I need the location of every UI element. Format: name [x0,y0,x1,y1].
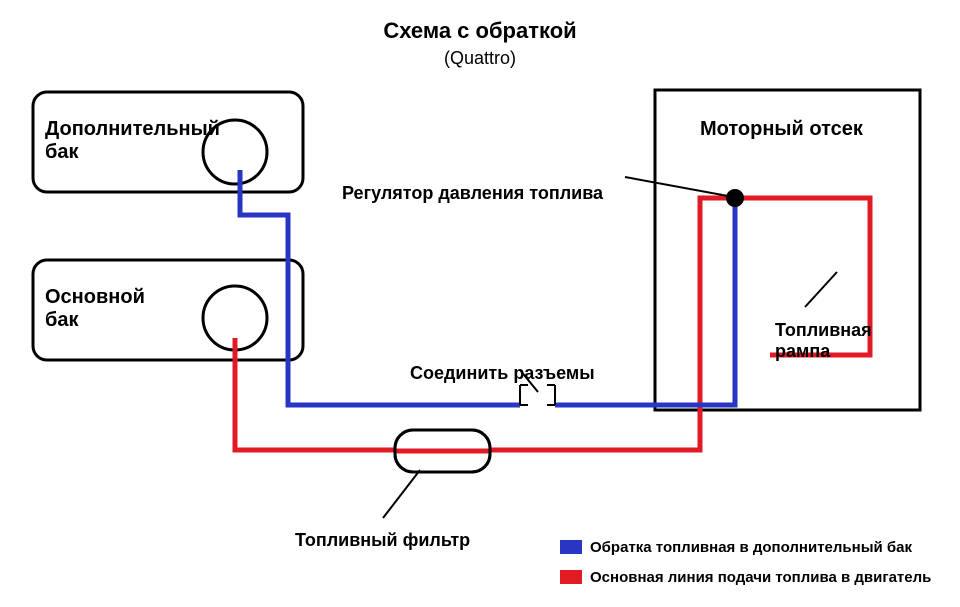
main-tank-label: Основной бак [45,286,145,332]
diagram-subtitle: (Quattro) [0,48,960,69]
legend-swatch-return [560,540,582,554]
engine-bay-label: Моторный отсек [700,118,863,141]
legend-supply-label: Основная линия подачи топлива в двигател… [590,569,931,586]
legend-return-label: Обратка топливная в дополнительный бак [590,539,912,556]
connector-callout-label: Соединить разъемы [410,363,595,384]
fuel-filter-callout-label: Топливный фильтр [295,530,470,551]
regulator-callout-label: Регулятор давления топлива [342,183,603,204]
legend-swatch-supply [560,570,582,584]
diagram-title: Схема с обраткой [0,18,960,44]
fuel-rail-callout-label: Топливная рампа [775,320,872,362]
diagram-canvas: Схема с обраткой (Quattro) Дополнительны… [0,0,960,607]
aux-tank-label: Дополнительный бак [45,118,220,164]
